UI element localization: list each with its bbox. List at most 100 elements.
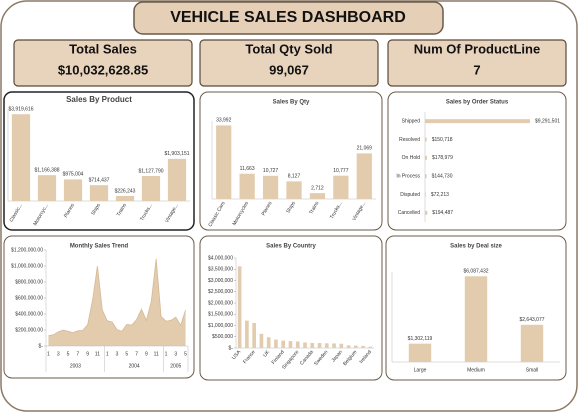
bar: [286, 181, 302, 199]
value-label: 8,127: [288, 174, 301, 180]
y-tick-label: In Process: [396, 173, 420, 179]
value-label: $975,004: [63, 172, 84, 178]
bar: [354, 345, 358, 348]
x-tick-label: Medium: [467, 367, 485, 373]
bar: [464, 276, 488, 362]
x-tick-label: 11: [95, 351, 100, 357]
x-tick-label: Ships: [285, 200, 297, 214]
bar: [346, 345, 351, 348]
bar: [425, 119, 530, 124]
dashboard-title: VEHICLE SALES DASHBOARD: [170, 9, 406, 26]
kpi-card: [199, 39, 379, 87]
chart-title: Sales by Deal size: [450, 244, 502, 250]
bar: [237, 266, 242, 348]
value-label: $1,166,388: [34, 168, 59, 174]
bar: [239, 173, 255, 199]
bar: [274, 339, 278, 348]
kpi-label: Total Sales: [69, 41, 137, 56]
value-label: $3,919,616: [8, 107, 33, 113]
bar: [89, 185, 109, 201]
y-tick-label: $400,000.00: [15, 311, 43, 317]
value-label: $9,291,501: [535, 118, 560, 124]
x-tick-label: Small: [526, 367, 539, 373]
y-tick-label: $1,200,000.00: [11, 247, 43, 253]
area-fill: [48, 258, 186, 346]
y-tick-label: $2,000,000: [208, 300, 233, 306]
y-tick-label: $4,000,000: [208, 255, 233, 261]
bar: [324, 343, 329, 348]
bar: [245, 320, 249, 348]
kpi-value: 99,067: [269, 62, 309, 77]
bar: [262, 175, 279, 199]
bar: [303, 342, 307, 348]
kpi-card: [13, 39, 193, 87]
bar: [317, 343, 322, 348]
value-label: $144,730: [432, 173, 453, 179]
area-line: [48, 258, 186, 336]
value-label: $1,127,790: [138, 168, 163, 174]
x-tick-label: UK: [262, 349, 271, 359]
y-tick-label: $200,000.00: [15, 327, 43, 333]
bar: [425, 174, 427, 179]
x-tick-label: 7: [76, 351, 79, 357]
bar: [295, 341, 300, 348]
bar: [425, 155, 428, 160]
bar: [37, 175, 57, 201]
group-label: 2005: [170, 363, 181, 369]
x-tick-label: Large: [414, 367, 427, 373]
bar: [11, 114, 31, 201]
value-label: $1,903,151: [164, 151, 189, 157]
title-box: [133, 1, 444, 35]
chart-title: Monthly Sales Trend: [70, 244, 129, 250]
x-tick-label: Ships: [90, 202, 102, 216]
y-tick-label: $600,000.00: [15, 295, 43, 301]
kpi-card: [387, 39, 567, 87]
bar: [63, 179, 83, 201]
x-tick-label: 3: [116, 351, 119, 357]
chart-title: Sales By Country: [266, 244, 316, 250]
y-tick-label: $500,000: [212, 334, 233, 340]
bar: [361, 345, 365, 348]
bar: [408, 343, 432, 362]
value-label: $6,087,432: [463, 269, 488, 275]
value-label: $194,487: [432, 210, 453, 216]
x-tick-label: 9: [86, 351, 89, 357]
y-tick-label: $800,000.00: [15, 279, 43, 285]
bar: [309, 193, 326, 199]
y-tick-label: $1,000,000: [208, 323, 233, 329]
value-label: 10,727: [263, 168, 279, 174]
bar: [281, 340, 286, 348]
y-tick-label: $3,500,000: [208, 267, 233, 273]
bar: [356, 153, 372, 199]
x-tick-label: 1: [165, 351, 168, 357]
value-label: 33,992: [216, 118, 232, 124]
x-tick-label: 5: [184, 351, 187, 357]
x-tick-label: 1: [106, 351, 109, 357]
value-label: $72,213: [431, 192, 449, 198]
chart-title: Sales By Qty: [273, 100, 310, 106]
value-label: $714,437: [89, 178, 110, 184]
y-tick-label: $1,000,000.00: [11, 263, 43, 269]
kpi-value: 7: [473, 62, 480, 77]
x-tick-label: 3: [174, 351, 177, 357]
bar: [425, 192, 426, 197]
chart-title: Sales by Order Status: [446, 100, 509, 106]
y-tick-label: $2,500,000: [208, 289, 233, 295]
value-label: 2,712: [311, 185, 324, 191]
bar: [115, 195, 135, 201]
y-tick-label: $3,000,000: [208, 278, 233, 284]
value-label: $178,979: [432, 155, 453, 161]
bar: [266, 337, 271, 348]
value-label: 21,069: [357, 146, 373, 152]
value-label: 10,777: [333, 168, 349, 174]
bar: [141, 176, 161, 201]
y-tick-label: $1,500,000: [208, 312, 233, 318]
y-tick-label: Disputed: [400, 192, 420, 198]
bar: [310, 342, 315, 348]
x-tick-label: USA: [231, 349, 243, 361]
bar: [252, 323, 256, 348]
kpi-label: Num Of ProductLine: [414, 41, 540, 56]
bar: [333, 175, 349, 199]
x-tick-label: 11: [154, 351, 159, 357]
